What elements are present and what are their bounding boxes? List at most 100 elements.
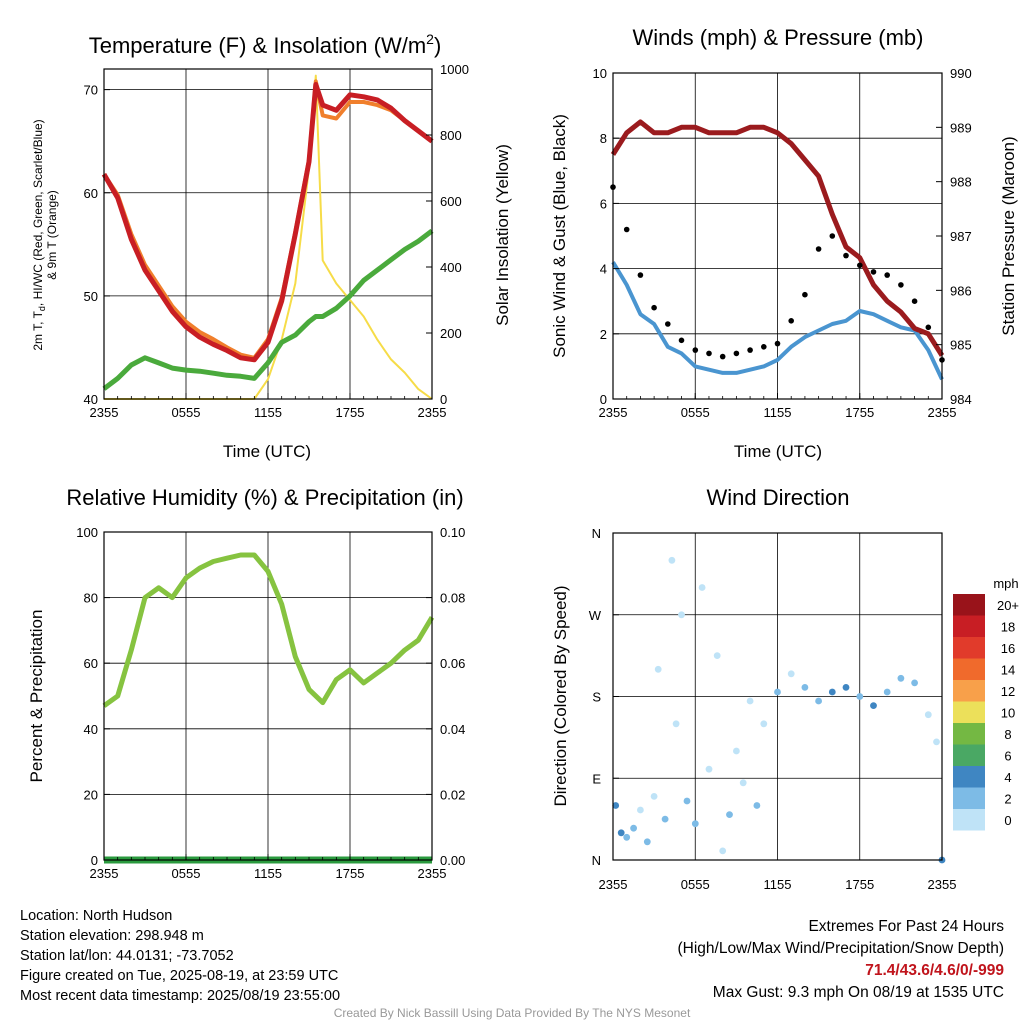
humidity-ylabel-left: Percent & Precipitation: [27, 610, 46, 783]
direction-ylabel: Direction (Colored By Speed): [551, 585, 570, 806]
gust-point: [911, 298, 918, 305]
direction-point: [698, 584, 706, 591]
direction-point: [828, 688, 836, 696]
colorbar-label: 2: [1004, 791, 1011, 806]
station-latlon: Station lat/lon: 44.0131; -73.7052: [20, 948, 234, 964]
xtick-label: 2355: [928, 405, 957, 420]
gust-point: [665, 321, 671, 327]
xtick-label: 2355: [418, 405, 447, 420]
direction-point: [719, 847, 727, 855]
winds-ylabel-left: Sonic Wind & Gust (Blue, Black): [550, 114, 569, 358]
ytick-right-label: 985: [950, 338, 972, 353]
colorbar-swatch: [953, 658, 985, 680]
ytick-left-label: 100: [76, 525, 98, 540]
figure-created: Figure created on Tue, 2025-08-19, at 23…: [20, 968, 339, 984]
colorbar-label: 14: [1001, 662, 1015, 677]
extremes-values: 71.4/43.6/4.6/0/-999: [865, 962, 1004, 979]
direction-point: [683, 797, 691, 805]
direction-point: [617, 829, 625, 837]
colorbar-swatch: [953, 615, 985, 637]
direction-point: [678, 611, 685, 619]
direction-points: [612, 556, 946, 864]
gust-point: [843, 252, 849, 259]
ytick-left-label: 70: [84, 83, 98, 98]
direction-point: [654, 665, 662, 673]
xtick-label: 2355: [599, 877, 628, 892]
colorbar-swatch: [953, 680, 985, 702]
direction-point: [815, 697, 822, 705]
gust-point: [802, 291, 808, 298]
colorbar-label: 8: [1004, 727, 1011, 742]
xtick-label: 1155: [764, 877, 792, 892]
direction-point: [760, 720, 768, 728]
colorbar-swatch: [953, 723, 985, 745]
direction-ticks: 2355 0555 1155 1755 2355 N E S W N: [589, 526, 957, 892]
gust-point: [870, 269, 877, 275]
humidity-line: [102, 552, 435, 708]
direction-point: [924, 711, 932, 719]
xtick-label: 1755: [845, 877, 874, 892]
colorbar-label: 18: [1001, 619, 1015, 634]
xtick-label: 2355: [599, 405, 628, 420]
ytick-right-label: 0: [440, 392, 447, 407]
direction-point: [774, 688, 781, 696]
direction-point: [643, 838, 651, 846]
xtick-label: 2355: [90, 405, 119, 420]
direction-title: Wind Direction: [706, 485, 849, 510]
winds-grid: [613, 73, 942, 399]
ytick-right-label: 984: [950, 392, 972, 407]
xtick-label: 1755: [336, 866, 365, 881]
ytick-left-label: 0: [600, 392, 607, 407]
wind-speed-line: [611, 261, 944, 381]
gust-point: [898, 282, 904, 288]
pressure-line: [610, 119, 945, 357]
colorbar-label: 12: [1001, 684, 1015, 699]
ytick-right-label: 0.08: [440, 591, 465, 606]
xtick-label: 2355: [418, 866, 447, 881]
ytick-right-label: 200: [440, 326, 462, 341]
ytick-right-label: 1000: [440, 62, 469, 77]
direction-point: [726, 811, 733, 818]
ytick-label: N: [592, 526, 601, 541]
ytick-label: N: [592, 853, 601, 868]
gust-point: [719, 353, 726, 360]
gust-point: [623, 226, 630, 233]
colorbar-label: 20+: [997, 598, 1019, 613]
colorbar-label: 0: [1004, 813, 1011, 828]
extremes-subtitle: (High/Low/Max Wind/Precipitation/Snow De…: [677, 940, 1005, 957]
temp-line: [101, 82, 434, 363]
temperature-panel: Temperature (F) & Insolation (W/m2) 2355…: [31, 31, 512, 461]
winds-panel: Winds (mph) & Pressure (mb) 2355 0555 1155…: [550, 25, 1018, 461]
gust-point: [884, 272, 890, 278]
xtick-label: 2355: [90, 866, 119, 881]
temperature-title: Temperature (F) & Insolation (W/m2): [89, 31, 442, 58]
ytick-left-label: 50: [84, 289, 98, 304]
gust-point: [733, 350, 740, 357]
credit-line: Created By Nick Bassill Using Data Provi…: [333, 1006, 691, 1020]
ytick-left-label: 4: [600, 262, 607, 277]
direction-point: [713, 652, 721, 659]
ytick-left-label: 60: [84, 656, 98, 671]
direction-point: [672, 720, 680, 728]
direction-point: [661, 815, 669, 823]
temperature-ticks: 2355 0555 1155 1755 235540506070020040060080…: [84, 62, 469, 420]
gust-point: [706, 350, 712, 357]
direction-point: [623, 833, 631, 841]
ytick-right-label: 0.04: [440, 722, 465, 737]
gust-point: [774, 340, 781, 347]
ytick-label: S: [592, 690, 601, 705]
xtick-label: 0555: [172, 405, 201, 420]
winds-ylabel-right: Station Pressure (Maroon): [999, 136, 1018, 335]
xtick-label: 1155: [764, 405, 792, 420]
direction-point: [739, 779, 747, 787]
ytick-left-label: 0: [91, 853, 98, 868]
max-gust: Max Gust: 9.3 mph On 08/19 at 1535 UTC: [712, 984, 1004, 1001]
gust-point: [857, 262, 863, 269]
ytick-left-label: 80: [84, 591, 98, 606]
ytick-right-label: 600: [440, 194, 462, 209]
ytick-right-label: 0.00: [440, 853, 465, 868]
ytick-left-label: 10: [593, 66, 607, 81]
xtick-label: 2355: [928, 877, 957, 892]
station-elevation: Station elevation: 298.948 m: [20, 928, 204, 944]
